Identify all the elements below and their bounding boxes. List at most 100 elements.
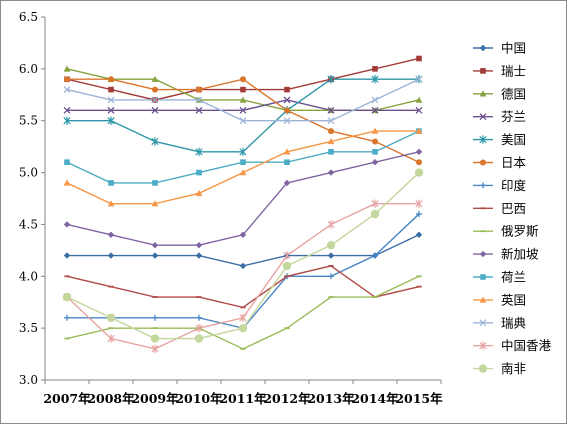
legend-item: 芬兰 <box>473 109 526 124</box>
data-point <box>416 97 423 103</box>
data-point <box>416 159 422 165</box>
series-points-7 <box>64 211 422 331</box>
data-point <box>240 76 246 82</box>
data-point <box>416 56 422 62</box>
y-tick-label: 4.5 <box>19 217 38 231</box>
data-point <box>328 149 334 155</box>
x-tick-label: 2013年 <box>307 391 355 406</box>
data-point <box>196 315 202 321</box>
y-tick-label: 6.0 <box>19 62 38 76</box>
data-point <box>64 76 70 82</box>
x-tick-label: 2012年 <box>263 391 311 406</box>
data-point <box>152 242 158 248</box>
x-tick-label: 2015年 <box>395 391 443 406</box>
data-point <box>372 66 378 72</box>
data-point <box>283 262 291 270</box>
legend-item: 中国香港 <box>473 338 552 353</box>
data-point <box>327 241 335 249</box>
data-point <box>328 252 334 258</box>
data-point <box>64 159 70 165</box>
legend-label: 英国 <box>501 292 526 307</box>
y-tick-label: 6.5 <box>19 10 38 24</box>
legend-item: 英国 <box>473 292 526 307</box>
data-point <box>480 68 486 74</box>
legend-item: 南非 <box>473 361 526 376</box>
legend-label: 巴西 <box>501 201 526 216</box>
y-tick-label: 3.5 <box>19 321 38 335</box>
series-points-8 <box>64 266 421 307</box>
legend-label: 瑞士 <box>501 63 526 78</box>
legend-label: 印度 <box>501 178 527 193</box>
data-point <box>372 159 378 165</box>
data-point <box>64 252 70 258</box>
data-point <box>328 273 334 279</box>
legend-label: 中国 <box>501 41 526 56</box>
data-point <box>284 87 290 93</box>
data-point <box>372 149 378 155</box>
data-point <box>480 182 486 188</box>
series-line-1 <box>67 235 419 266</box>
legend-item: 瑞典 <box>473 315 526 330</box>
x-tick-label: 2011年 <box>219 391 267 406</box>
series-line-8 <box>67 266 419 307</box>
data-point <box>196 170 202 176</box>
data-point <box>239 324 247 332</box>
data-point <box>64 315 70 321</box>
legend-label: 荷兰 <box>501 270 526 285</box>
data-point <box>328 220 334 228</box>
legend-label: 新加坡 <box>501 247 539 262</box>
legend-label: 南非 <box>501 361 526 376</box>
data-point <box>328 128 334 134</box>
data-point <box>240 263 246 269</box>
data-point <box>371 210 379 218</box>
y-tick-label: 4.0 <box>19 269 38 283</box>
x-axis-ticks: 2007年2008年2009年2010年2011年2012年2013年2014年… <box>43 380 443 406</box>
legend-label: 中国香港 <box>501 338 552 353</box>
data-point <box>240 87 246 93</box>
legend-item: 日本 <box>473 155 527 170</box>
data-point <box>108 232 114 238</box>
data-point <box>480 274 486 280</box>
legend-item: 新加坡 <box>473 247 539 262</box>
legend-item: 瑞士 <box>473 63 526 78</box>
data-point <box>152 315 158 321</box>
series-points-9 <box>64 276 421 349</box>
data-point <box>196 242 202 248</box>
x-tick-label: 2010年 <box>175 391 223 406</box>
data-point <box>108 76 114 82</box>
data-point <box>284 107 290 113</box>
data-point <box>284 159 290 165</box>
y-tick-label: 5.5 <box>19 114 38 128</box>
data-point <box>64 221 70 227</box>
data-point <box>196 190 203 196</box>
data-point <box>479 364 487 372</box>
data-point <box>151 334 159 342</box>
data-point <box>416 149 422 155</box>
legend-label: 日本 <box>501 155 527 170</box>
y-tick-label: 5.0 <box>19 166 38 180</box>
data-point <box>240 159 246 165</box>
data-point <box>328 169 334 175</box>
y-axis-ticks: 3.0 3.5 4.0 4.5 5.0 5.5 6.0 6.5 <box>19 10 45 387</box>
legend-item: 中国 <box>473 41 526 56</box>
data-point <box>63 293 71 301</box>
series-line-7 <box>67 214 419 328</box>
data-point <box>107 314 115 322</box>
data-point <box>196 87 202 93</box>
y-tick-label: 3.0 <box>19 373 38 387</box>
data-point <box>372 97 378 103</box>
data-point <box>108 180 114 186</box>
data-point <box>152 252 158 258</box>
legend-item: 荷兰 <box>473 270 526 285</box>
x-tick-label: 2008年 <box>87 391 135 406</box>
data-point <box>415 168 423 176</box>
series-line-9 <box>67 276 419 349</box>
legend-item: 俄罗斯 <box>473 224 539 239</box>
legend-item: 巴西 <box>473 201 526 216</box>
x-tick-label: 2009年 <box>131 391 179 406</box>
data-point <box>195 334 203 342</box>
legend-label: 德国 <box>501 86 526 101</box>
legend-item: 印度 <box>473 178 527 193</box>
